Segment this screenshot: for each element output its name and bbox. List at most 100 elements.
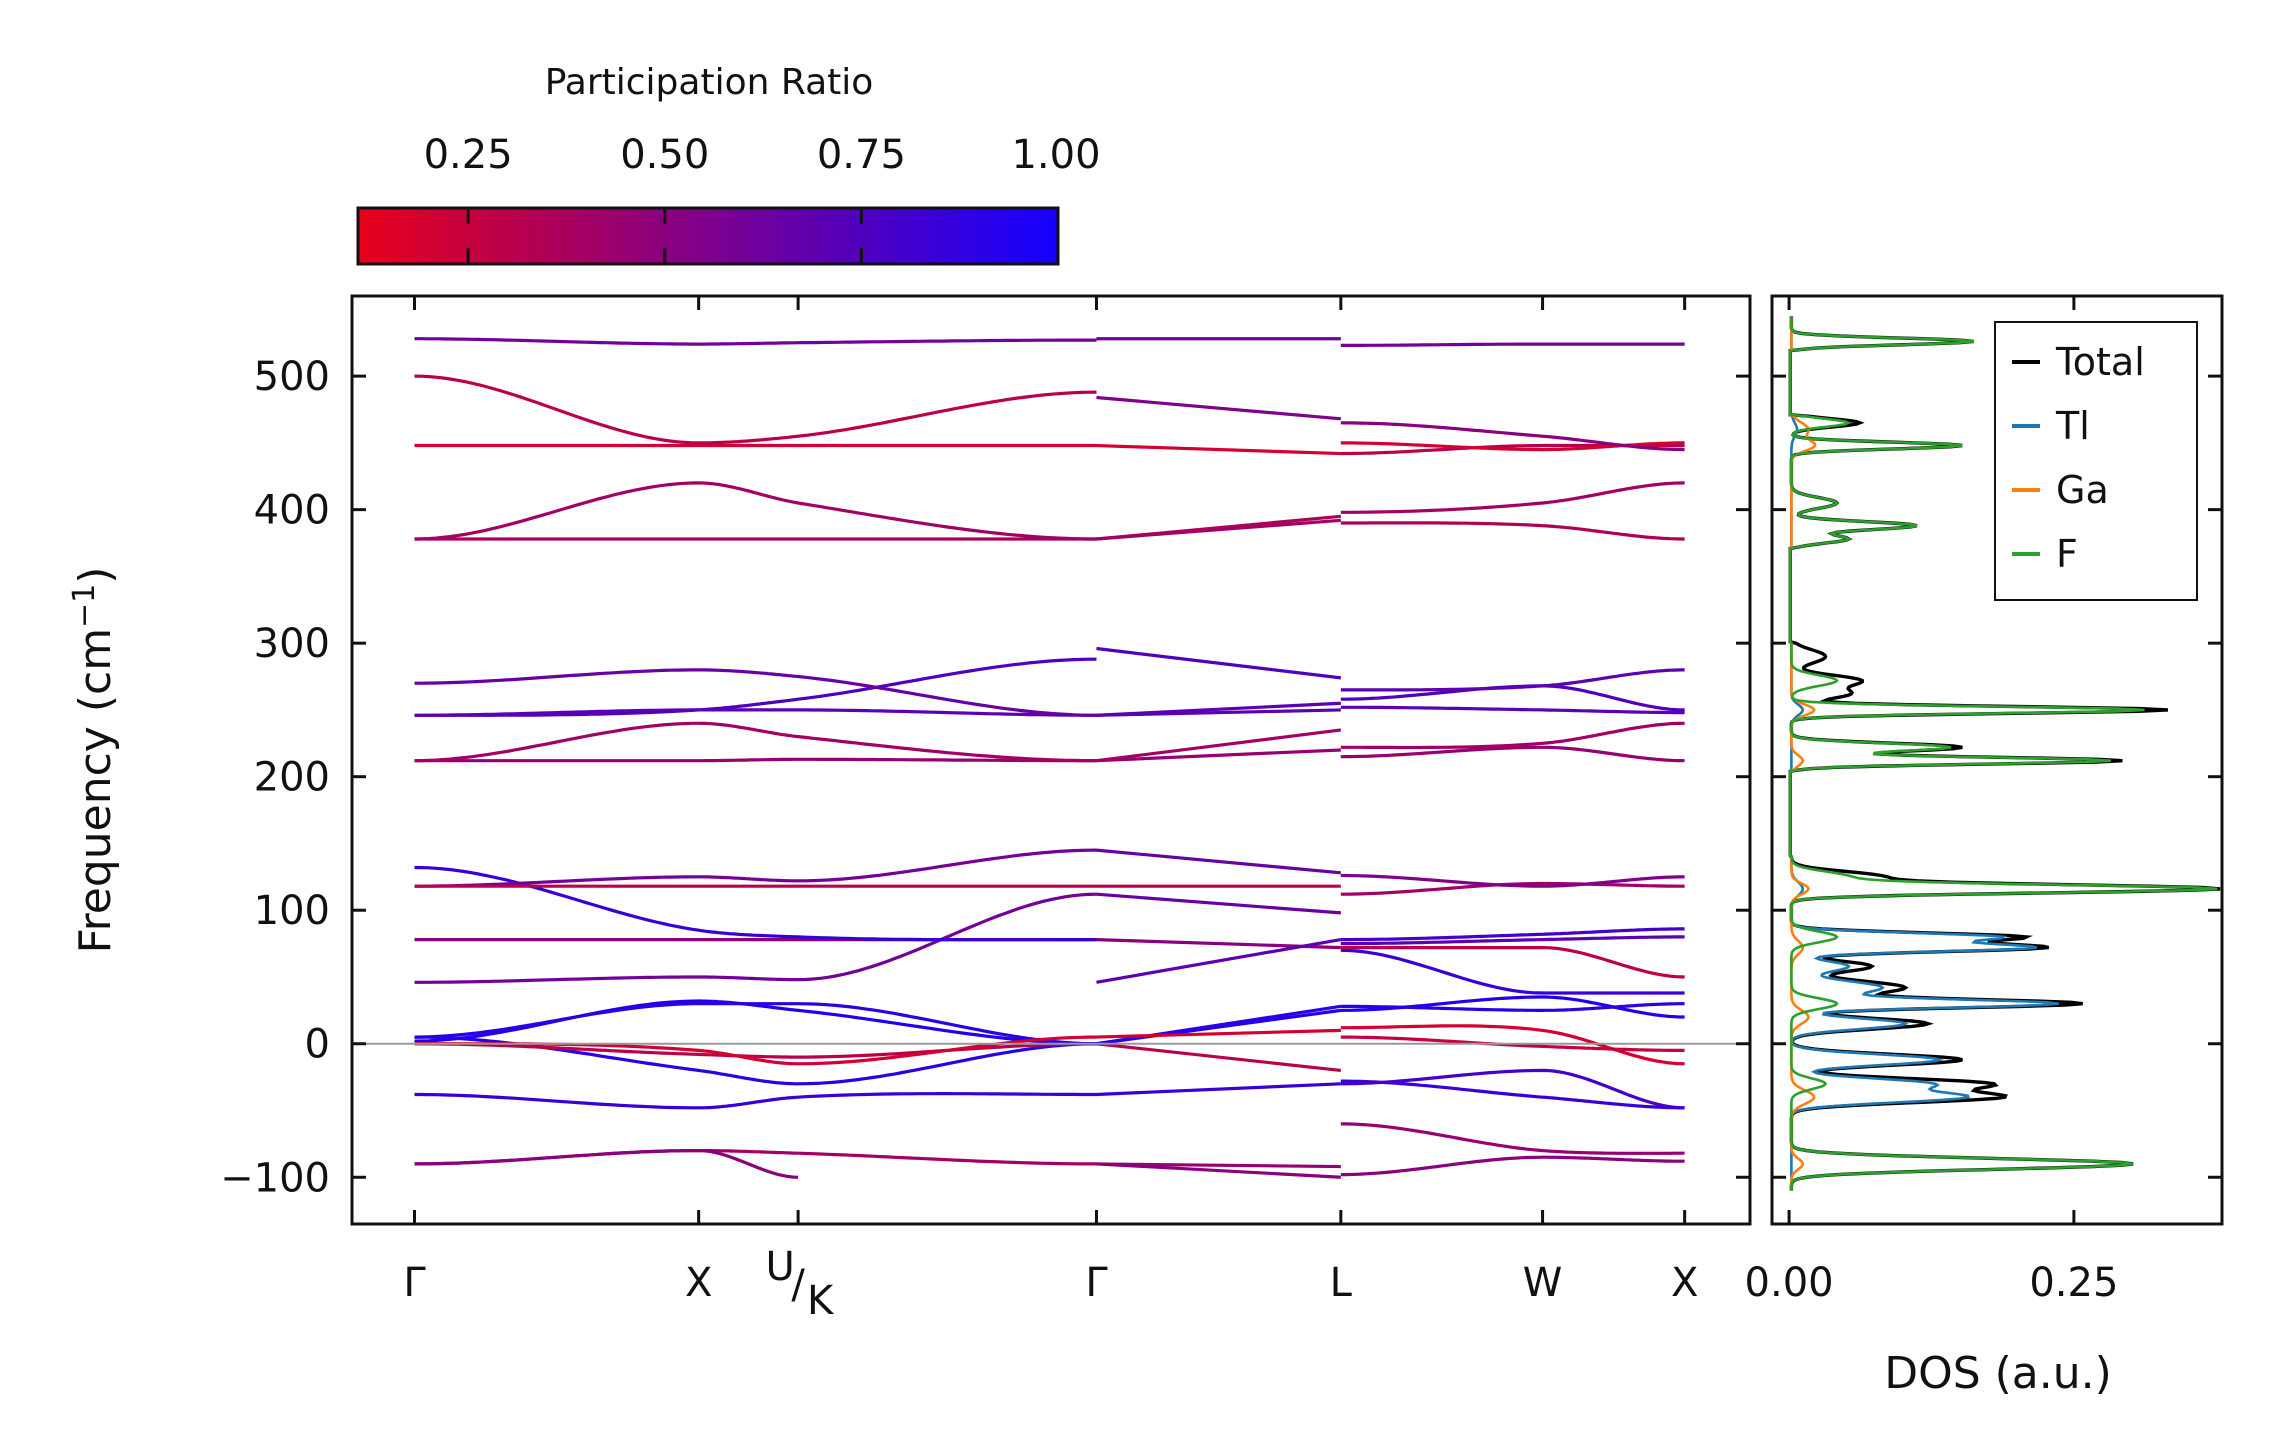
- kpath-label-top: U: [765, 1244, 794, 1290]
- band-y-ticks: −100 0 100 200 300 400 500: [220, 354, 1750, 1201]
- phonon-band-line: [1340, 421, 1685, 452]
- kpath-label-compound: U/K: [765, 1244, 835, 1324]
- phonon-band-line: [1096, 938, 1342, 984]
- colorbar-tick-label: 0.75: [817, 132, 906, 178]
- phonon-band-line: [1340, 721, 1685, 750]
- colorbar-gradient: [356, 206, 1060, 266]
- dos-x-axis-label: DOS (a.u.): [1884, 1348, 2112, 1399]
- phonon-band-line: [414, 892, 1097, 984]
- phonon-band-line: [1340, 745, 1685, 763]
- kpath-label: X: [1671, 1260, 1698, 1306]
- dos-lines: [1788, 316, 2221, 1191]
- phonon-band-line: [1340, 948, 1685, 995]
- kpath-label-slash: /: [791, 1262, 805, 1308]
- y-tick-label: 100: [254, 888, 330, 934]
- phonon-band-line: [1096, 748, 1341, 763]
- phonon-band-line: [1340, 927, 1685, 942]
- y-tick-label: 400: [254, 488, 330, 534]
- kpath-label: L: [1330, 1260, 1353, 1306]
- kpath-label: Γ: [1085, 1260, 1108, 1306]
- colorbar-title: Participation Ratio: [545, 62, 874, 103]
- phonon-band-line: [1096, 708, 1341, 717]
- dos-axes-frame: [1770, 294, 2224, 1226]
- phonon-band-line: [414, 848, 1097, 888]
- phonon-band-line: [414, 1035, 1097, 1066]
- kpath-label: W: [1523, 1260, 1563, 1306]
- phonon-band-line: [1340, 1002, 1685, 1012]
- band-lines: [414, 337, 1685, 1179]
- colorbar-tick-label: 0.50: [620, 132, 709, 178]
- phonon-band-line: [1096, 443, 1341, 456]
- phonon-band-line: [1340, 881, 1685, 896]
- phonon-band-line: [1096, 646, 1342, 680]
- phonon-band-line: [1340, 668, 1685, 692]
- legend-label: Tl: [2055, 404, 2090, 448]
- phonon-band-line: [414, 668, 1097, 717]
- y-axis-label-text: Frequency (cm: [70, 628, 121, 954]
- phonon-band-line: [1096, 1162, 1341, 1179]
- y-tick-label: 200: [254, 755, 330, 801]
- dos-line-f: [1788, 316, 2218, 1191]
- phonon-band-line: [414, 1149, 1097, 1166]
- phonon-band-line: [414, 999, 1097, 1046]
- y-axis-label-sup: −1: [67, 584, 102, 628]
- phonon-band-line: [1096, 1162, 1341, 1169]
- phonon-band-line: [1096, 1042, 1342, 1073]
- dos-legend: Total Tl Ga F: [1994, 321, 2198, 601]
- y-axis-label-close: ): [70, 567, 121, 584]
- dos-x-tick-label: 0.00: [1745, 1260, 1834, 1306]
- phonon-band-line: [414, 1002, 1097, 1046]
- y-tick-label: 500: [254, 354, 330, 400]
- colorbar-tick-label: 0.25: [424, 132, 513, 178]
- kpath-label: Γ: [403, 1260, 426, 1306]
- phonon-band-line: [414, 865, 1097, 942]
- y-tick-label: −100: [220, 1155, 330, 1201]
- phonon-band-line: [414, 374, 1097, 445]
- legend-label: Ga: [2056, 468, 2109, 512]
- legend-label: Total: [2055, 340, 2145, 384]
- phonon-band-line: [414, 337, 1097, 346]
- phonon-band-line: [1340, 1068, 1685, 1110]
- phonon-band-line: [414, 1149, 799, 1179]
- band-axes-frame: [350, 294, 1752, 1226]
- y-axis-label: Frequency (cm−1): [67, 567, 121, 954]
- phonon-band-line: [1096, 1028, 1341, 1039]
- kpath-label-bottom: K: [807, 1278, 835, 1324]
- colorbar: Participation Ratio 0.25 0.50 0.75 1.00: [356, 62, 1101, 266]
- phonon-band-line: [1096, 892, 1341, 915]
- phonon-band-line: [1096, 728, 1342, 763]
- phonon-band-line: [1096, 518, 1341, 541]
- phonon-band-line: [1340, 1079, 1685, 1110]
- legend-label: F: [2056, 532, 2078, 576]
- phonon-band-line: [1340, 873, 1685, 888]
- phonon-band-line: [1340, 1122, 1685, 1155]
- phonon-band-line: [1340, 1035, 1685, 1052]
- phonon-band-line: [1096, 1004, 1342, 1046]
- band-structure-panel: −100 0 100 200 300 400 500 Γ X U/K Γ L W X Frequency…: [67, 294, 1752, 1324]
- band-kpath-ticks: Γ X U/K Γ L W X: [403, 296, 1698, 1324]
- colorbar-ticks: 0.25 0.50 0.75 1.00: [424, 132, 1101, 264]
- phonon-band-line: [1096, 1082, 1341, 1097]
- phonon-band-line: [1340, 1155, 1685, 1177]
- phonon-band-line: [1340, 1024, 1685, 1066]
- phonon-band-line: [1340, 946, 1685, 979]
- phonon-band-line: [1340, 481, 1685, 514]
- dos-x-ticks: 0.00 0.25: [1745, 296, 2118, 1306]
- phonon-band-line: [414, 721, 1097, 763]
- y-tick-label: 300: [254, 621, 330, 667]
- phonon-band-line: [1340, 935, 1685, 946]
- phonon-band-line: [1340, 342, 1685, 347]
- phonon-band-line: [1096, 848, 1341, 875]
- dos-y-ticks: [1772, 374, 2222, 1179]
- dos-x-tick-label: 0.25: [2029, 1260, 2118, 1306]
- dos-panel: 0.00 0.25 DOS (a.u.) Total Tl Ga F: [1745, 294, 2224, 1399]
- kpath-label: X: [685, 1260, 712, 1306]
- phonon-band-line: [414, 757, 1097, 763]
- phonon-band-line: [1340, 441, 1685, 452]
- phonon-band-line: [1340, 521, 1685, 541]
- phonon-band-line: [1340, 705, 1685, 715]
- phonon-band-line: [414, 1092, 1097, 1110]
- dos-line-ga: [1788, 316, 1817, 1191]
- phonon-band-line: [414, 657, 1097, 717]
- phonon-band-line: [414, 708, 1097, 717]
